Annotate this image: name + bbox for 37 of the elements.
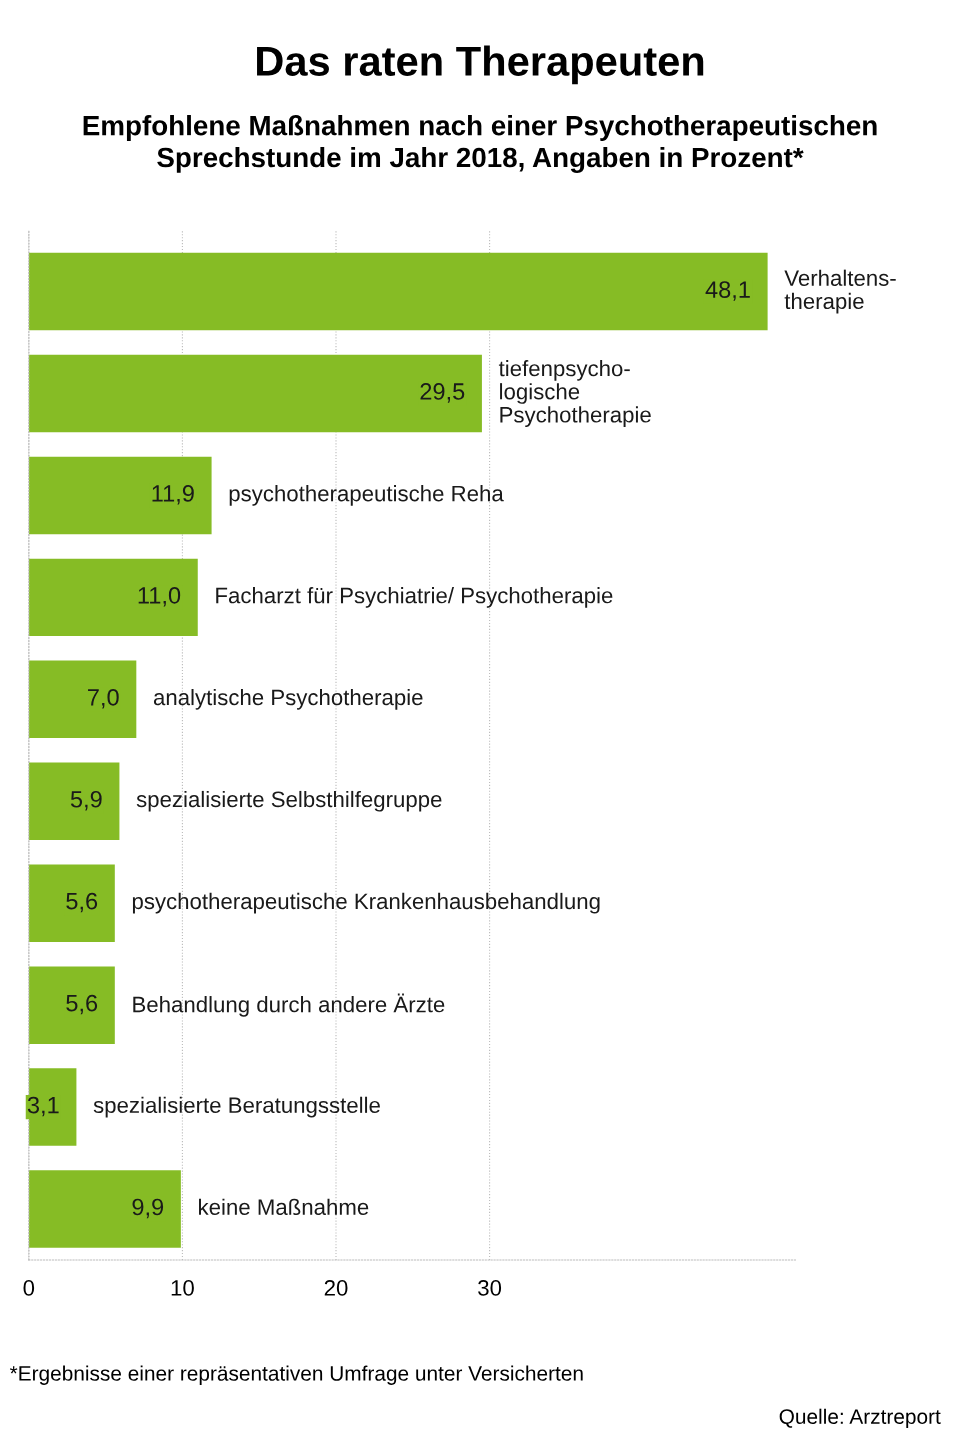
bar bbox=[28, 252, 768, 331]
y-tick-label: psychotherapeutische Reha bbox=[229, 485, 504, 506]
data-label: 29,5 bbox=[420, 383, 465, 403]
chart-subtitle: Empfohlene Maßnahmen nach einer Psychotherapeutischen Sprechstunde im Jahr 2018, Angaben in Prozent* bbox=[83, 115, 877, 173]
bar bbox=[28, 762, 120, 840]
y-tick-label: analytische Psychotherapie bbox=[153, 688, 423, 710]
x-tick-label: 30 bbox=[478, 1280, 502, 1296]
data-label: 3,1 bbox=[27, 1096, 59, 1117]
data-label: 48,1 bbox=[705, 281, 750, 301]
data-label: 9,9 bbox=[132, 1198, 164, 1219]
y-tick-label: psychotherapeutische Krankenhausbehandlung bbox=[132, 892, 600, 914]
bar bbox=[28, 558, 198, 637]
data-label: 7,0 bbox=[88, 688, 119, 709]
data-label: 5,6 bbox=[66, 892, 98, 913]
data-label: 5,6 bbox=[66, 994, 98, 1015]
x-tick-label: 20 bbox=[324, 1280, 348, 1296]
bar bbox=[28, 456, 212, 535]
y-tick-label: spezialisierte Beratungsstelle bbox=[93, 1096, 380, 1118]
chart-title: Das raten Therapeuten bbox=[257, 45, 704, 85]
y-tick-label: Verhaltens- therapie bbox=[784, 269, 896, 314]
x-tick-label: 0 bbox=[23, 1280, 35, 1296]
bar bbox=[28, 1170, 181, 1248]
bar bbox=[28, 660, 137, 739]
data-label: 11,0 bbox=[138, 587, 181, 607]
data-label: 11,9 bbox=[152, 485, 194, 505]
x-tick-label: 10 bbox=[171, 1280, 194, 1296]
data-label: 5,9 bbox=[70, 790, 102, 811]
bar bbox=[28, 354, 482, 433]
y-tick-label: tiefenpsycho- logische Psychotherapie bbox=[498, 360, 651, 427]
y-tick-label: Behandlung durch andere Ärzte bbox=[133, 993, 445, 1017]
source-note: Quelle: Arztreport bbox=[779, 1408, 941, 1429]
text: *Ergebnisse einer repräsentativen Umfrage unter Versicherten bbox=[9, 1365, 583, 1385]
y-tick-label: spezialisierte Selbsthilfegruppe bbox=[136, 790, 442, 812]
bar bbox=[28, 864, 115, 942]
y-tick-label: Facharzt für Psychiatrie/ Psychotherapie bbox=[216, 587, 613, 608]
y-tick-label: keine Maßnahme bbox=[199, 1198, 369, 1215]
bar bbox=[28, 966, 115, 1044]
